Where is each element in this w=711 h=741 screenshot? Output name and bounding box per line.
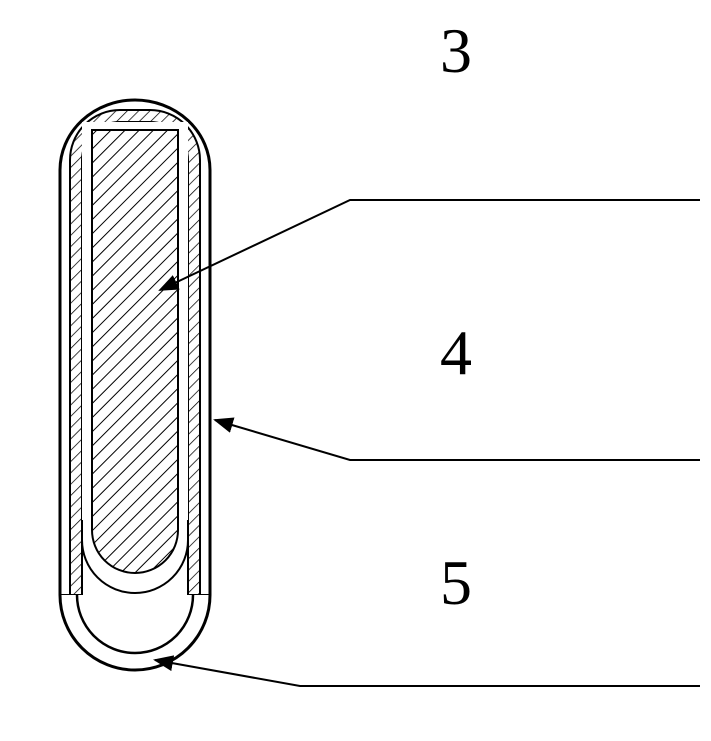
leader-line-3: [160, 200, 700, 290]
label-3: 3: [440, 14, 472, 88]
leader-line-4: [215, 420, 700, 460]
leader-line-5: [155, 660, 700, 686]
diagram-svg: [0, 0, 711, 736]
technical-diagram: 3 4 5: [0, 0, 711, 736]
label-5: 5: [440, 546, 472, 620]
bottom-cap: [60, 595, 210, 670]
label-4: 4: [440, 316, 472, 390]
inner-fill-rod: [92, 130, 178, 573]
